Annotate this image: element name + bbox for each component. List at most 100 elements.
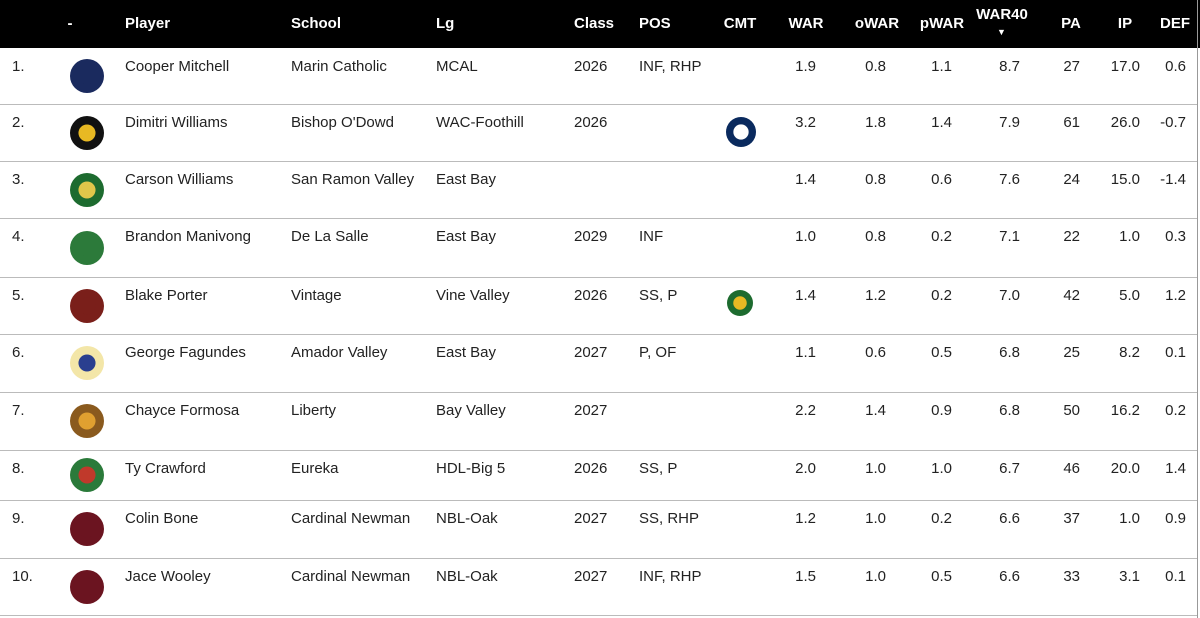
cell-text: 8.2 (1119, 344, 1140, 361)
cell-text: INF, RHP (639, 58, 702, 75)
cell-text: Amador Valley (291, 344, 388, 361)
cell-text: 6.6 (999, 568, 1020, 585)
cell-text: 0.3 (1165, 228, 1186, 245)
school-logo (70, 172, 104, 207)
column-header: WAR (788, 15, 824, 32)
cell-text: 1.0 (1119, 510, 1140, 527)
cell-text: 2027 (574, 344, 608, 361)
cell-text: NBL-Oak (436, 510, 498, 527)
cell-text: Chayce Formosa (125, 402, 240, 419)
cell-text: 0.1 (1165, 344, 1186, 361)
cell-text: -1.4 (1160, 171, 1186, 188)
cell-text: 2.0 (795, 460, 816, 477)
cell-text: Eureka (291, 460, 339, 477)
cell-text: 7.6 (999, 171, 1020, 188)
cell-text: George Fagundes (125, 344, 246, 361)
cell-text: Colin Bone (125, 510, 199, 527)
column-header: - (67, 15, 73, 32)
cell-text: Carson Williams (125, 171, 234, 188)
cell-text: 1.0 (1119, 228, 1140, 245)
cell-text: 1.2 (1165, 287, 1186, 304)
cell-text: 0.2 (931, 287, 952, 304)
cell-text: Bishop O'Dowd (291, 114, 394, 131)
cell-text: Cardinal Newman (291, 510, 411, 527)
cell-text: 2026 (574, 287, 608, 304)
cell-text: P, OF (639, 344, 677, 361)
rank: 9. (12, 510, 25, 527)
school-logo (70, 404, 104, 438)
school-logo (70, 115, 104, 150)
school-logo (70, 458, 104, 492)
cell-text: 2027 (574, 568, 608, 585)
column-header: oWAR (854, 15, 900, 32)
cell-text: 0.6 (931, 171, 952, 188)
cell-text: 1.8 (865, 114, 886, 131)
cell-text: 0.8 (865, 58, 886, 75)
cell-text: 0.8 (865, 171, 886, 188)
cell-text: Liberty (291, 402, 337, 419)
cell-text: 22 (1063, 228, 1080, 245)
cell-text: 2029 (574, 228, 608, 245)
cell-text: Cooper Mitchell (125, 58, 230, 75)
cell-text: 1.4 (931, 114, 952, 131)
cell-text: SS, P (639, 287, 678, 304)
cell-text: 2027 (574, 510, 608, 527)
cell-text: 6.8 (999, 402, 1020, 419)
school-logo (70, 230, 104, 265)
cell-text: 27 (1063, 58, 1080, 75)
cell-text: HDL-Big 5 (436, 460, 506, 477)
column-header: School (291, 15, 342, 32)
cell-text: 0.8 (865, 228, 886, 245)
cell-text: 2026 (574, 58, 608, 75)
commit-logo (726, 117, 756, 147)
cell-text: 1.9 (795, 58, 816, 75)
cell-text: 6.7 (999, 460, 1020, 477)
cell-text: Brandon Manivong (125, 228, 251, 245)
cell-text: Dimitri Williams (125, 114, 228, 131)
column-header: pWAR (919, 15, 965, 32)
cell-text: 2026 (574, 460, 608, 477)
cell-text: 15.0 (1110, 171, 1140, 188)
cell-text: Marin Catholic (291, 58, 387, 75)
school-logo (70, 512, 104, 546)
cell-text: NBL-Oak (436, 568, 498, 585)
cell-text: 3.1 (1119, 568, 1140, 585)
row-divider (0, 615, 1197, 616)
row-divider (0, 392, 1197, 393)
cell-text: 37 (1063, 510, 1080, 527)
column-header: DEF (1160, 15, 1190, 32)
commit-logo (727, 290, 753, 316)
rank: 5. (12, 287, 25, 304)
cell-text: 6.8 (999, 344, 1020, 361)
rank: 6. (12, 344, 25, 361)
column-header: Lg (436, 15, 455, 32)
cell-text: 26.0 (1110, 114, 1140, 131)
cell-text: 0.5 (931, 568, 952, 585)
cell-text: 0.2 (931, 510, 952, 527)
row-divider (0, 450, 1197, 451)
cell-text: 1.1 (795, 344, 816, 361)
cell-text: 5.0 (1119, 287, 1140, 304)
right-border (1197, 0, 1198, 618)
column-header: Player (125, 15, 171, 32)
cell-text: 0.9 (931, 402, 952, 419)
cell-text: 1.4 (1165, 460, 1186, 477)
row-divider (0, 334, 1197, 335)
cell-text: 1.4 (865, 402, 886, 419)
column-header: CMT (723, 15, 757, 32)
cell-text: 2027 (574, 402, 608, 419)
cell-text: Blake Porter (125, 287, 208, 304)
cell-text: 2.2 (795, 402, 816, 419)
cell-text: 0.5 (931, 344, 952, 361)
cell-text: MCAL (436, 58, 478, 75)
school-logo (70, 346, 104, 380)
rank: 3. (12, 171, 25, 188)
rank: 7. (12, 402, 25, 419)
column-header: IP (1117, 15, 1133, 32)
cell-text: 25 (1063, 344, 1080, 361)
rank: 2. (12, 114, 25, 131)
cell-text: 1.0 (931, 460, 952, 477)
cell-text: 20.0 (1110, 460, 1140, 477)
cell-text: SS, P (639, 460, 678, 477)
cell-text: 1.1 (931, 58, 952, 75)
